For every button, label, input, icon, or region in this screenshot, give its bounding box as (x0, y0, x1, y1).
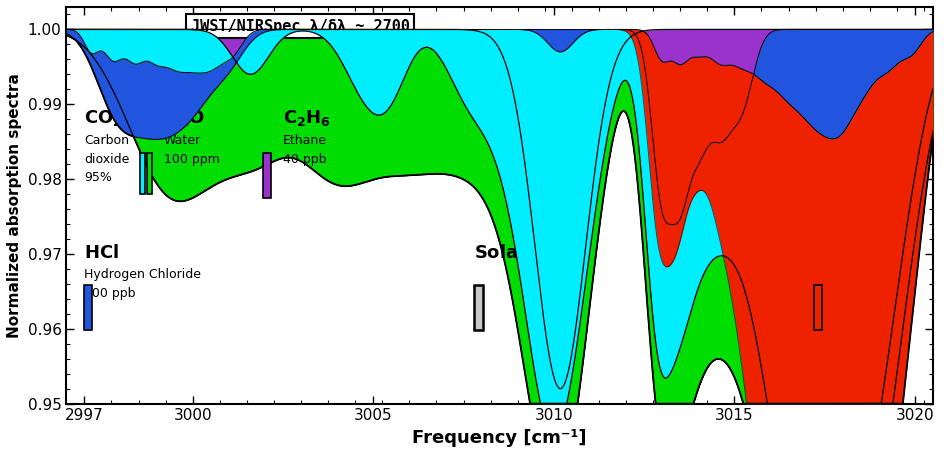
Text: 100 ppb: 100 ppb (84, 286, 136, 300)
Text: JWST/NIRSpec λ/δλ ~ 2700: JWST/NIRSpec λ/δλ ~ 2700 (191, 19, 410, 34)
Y-axis label: Normalized absorption spectra: Normalized absorption spectra (7, 73, 22, 338)
Text: 50 ppb: 50 ppb (742, 286, 785, 300)
Text: $\mathbf{C_2H_6}$: $\mathbf{C_2H_6}$ (283, 108, 331, 128)
Bar (475, 286, 483, 331)
Bar (84, 286, 93, 331)
Bar (147, 153, 152, 194)
Text: $\mathbf{CO_2}$: $\mathbf{CO_2}$ (84, 108, 123, 128)
Text: Hydrogen Chloride: Hydrogen Chloride (84, 268, 201, 281)
Bar (263, 153, 271, 198)
Text: $\mathbf{HCl}$: $\mathbf{HCl}$ (84, 244, 119, 262)
Text: $\mathbf{CH_4}$: $\mathbf{CH_4}$ (742, 243, 781, 263)
Text: $\mathbf{Solar}$: $\mathbf{Solar}$ (475, 244, 529, 262)
Text: 40 ppb: 40 ppb (283, 153, 327, 166)
Text: 100 ppm: 100 ppm (164, 153, 220, 166)
Text: Water: Water (164, 134, 201, 147)
Text: 95%: 95% (84, 171, 112, 184)
Text: $\mathbf{H_2O}$: $\mathbf{H_2O}$ (164, 108, 205, 128)
Bar (141, 153, 145, 194)
Text: Ethane: Ethane (283, 134, 327, 147)
Text: Methane: Methane (742, 268, 796, 281)
Text: dioxide: dioxide (84, 153, 129, 166)
X-axis label: Frequency [cm⁻¹]: Frequency [cm⁻¹] (413, 429, 587, 447)
Text: Carbon: Carbon (84, 134, 129, 147)
Bar (814, 286, 822, 331)
